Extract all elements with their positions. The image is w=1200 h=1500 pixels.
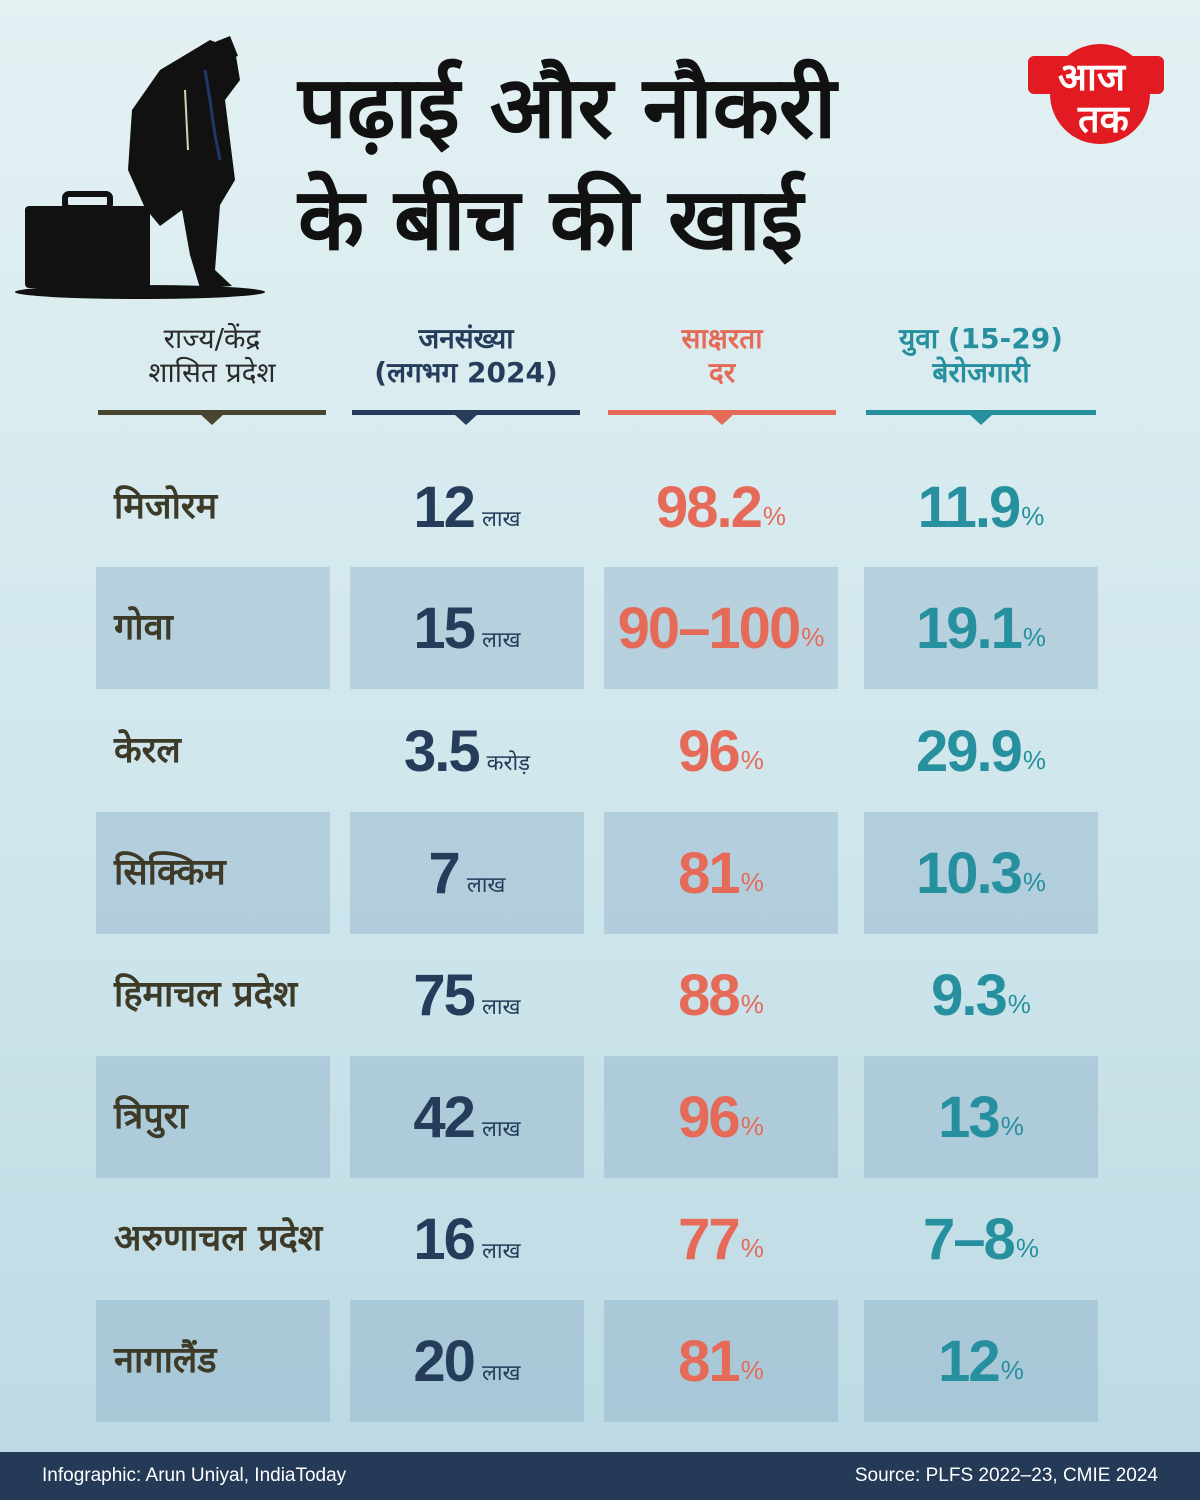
unemployment-value: 12: [938, 1328, 1000, 1394]
header-state: राज्य/केंद्र शासित प्रदेश: [98, 322, 326, 425]
literacy-value: 88: [678, 962, 740, 1028]
population-value: 42: [413, 1084, 475, 1150]
population-value: 20: [413, 1328, 475, 1394]
chevron-down-icon: [969, 414, 993, 425]
population-unit: लाख: [466, 873, 506, 898]
percent-sign: %: [740, 866, 764, 897]
percent-sign: %: [740, 1110, 764, 1141]
table-row: केरल 3.5 करोड़ 96% 29.9%: [0, 690, 1200, 812]
table-row: सिक्किम 7 लाख 81% 10.3%: [0, 812, 1200, 934]
table-row: नागालैंड 20 लाख 81% 12%: [0, 1300, 1200, 1422]
state-name: अरुणाचल प्रदेश: [114, 1218, 323, 1259]
unemployment-value: 13: [938, 1084, 1000, 1150]
header-literacy: साक्षरता दर: [608, 322, 836, 425]
percent-sign: %: [1022, 744, 1046, 775]
header-youth-unemployment: युवा (15-29) बेरोजगारी: [866, 322, 1096, 425]
chevron-down-icon: [454, 414, 478, 425]
header-state-line2: शासित प्रदेश: [148, 356, 276, 389]
population-value: 12: [413, 474, 475, 540]
literacy-value: 96: [678, 718, 740, 784]
population-unit: लाख: [481, 507, 521, 532]
aajtak-logo: आज तक: [1028, 44, 1164, 144]
state-name: गोवा: [114, 607, 173, 648]
percent-sign: %: [1000, 1354, 1024, 1385]
footer-credit: Infographic: Arun Uniyal, IndiaToday: [42, 1465, 347, 1486]
unemployment-value: 19.1: [915, 595, 1023, 661]
percent-sign: %: [1022, 621, 1046, 652]
footer-bar: Infographic: Arun Uniyal, IndiaToday Sou…: [0, 1452, 1200, 1500]
percent-sign: %: [740, 988, 764, 1019]
population-unit: लाख: [481, 1239, 521, 1264]
table-row: अरुणाचल प्रदेश 16 लाख 77% 7–8%: [0, 1178, 1200, 1300]
state-name: त्रिपुरा: [114, 1096, 188, 1137]
population-unit: लाख: [481, 995, 521, 1020]
table-row: त्रिपुरा 42 लाख 96% 13%: [0, 1056, 1200, 1178]
population-value: 15: [413, 595, 475, 661]
table-row: हिमाचल प्रदेश 75 लाख 88% 9.3%: [0, 934, 1200, 1056]
population-unit: लाख: [481, 1361, 521, 1386]
header-rule: [98, 410, 326, 415]
header-literacy-line2: दर: [708, 356, 736, 389]
population-value: 7: [428, 840, 461, 906]
header-population-line2: (लगभग 2024): [374, 356, 558, 389]
chevron-down-icon: [710, 414, 734, 425]
footer-source: Source: PLFS 2022–23, CMIE 2024: [854, 1465, 1158, 1486]
state-name: सिक्किम: [114, 852, 226, 893]
logo-word-2: तक: [1077, 97, 1131, 141]
header-state-line1: राज्य/केंद्र: [163, 322, 261, 355]
header-rule: [352, 410, 580, 415]
table-row: गोवा 15 लाख 90–100% 19.1%: [0, 567, 1200, 689]
percent-sign: %: [740, 1232, 764, 1263]
literacy-value: 81: [678, 1328, 740, 1394]
percent-sign: %: [1007, 988, 1031, 1019]
percent-sign: %: [740, 1354, 764, 1385]
header-population-line1: जनसंख्या: [418, 322, 514, 355]
unemployment-value: 10.3: [915, 840, 1023, 906]
percent-sign: %: [1021, 500, 1045, 531]
percent-sign: %: [1000, 1110, 1024, 1141]
population-value: 75: [413, 962, 475, 1028]
state-name: केरल: [114, 730, 181, 771]
chevron-down-icon: [200, 414, 224, 425]
header-literacy-line1: साक्षरता: [681, 322, 763, 355]
literacy-value: 77: [678, 1206, 740, 1272]
population-unit: लाख: [481, 1117, 521, 1142]
percent-sign: %: [762, 500, 786, 531]
population-value: 16: [413, 1206, 475, 1272]
literacy-value: 96: [678, 1084, 740, 1150]
thinking-man-illustration: [15, 36, 265, 299]
unemployment-value: 7–8: [923, 1206, 1016, 1272]
state-name: नागालैंड: [114, 1340, 217, 1381]
unemployment-value: 9.3: [931, 962, 1008, 1028]
percent-sign: %: [740, 744, 764, 775]
population-unit: करोड़: [486, 751, 530, 776]
literacy-value: 81: [678, 840, 740, 906]
population-unit: लाख: [481, 628, 521, 653]
header-unemployment-line1: युवा (15-29): [899, 322, 1063, 355]
unemployment-value: 11.9: [917, 474, 1022, 540]
logo-word-1: आज: [1058, 55, 1127, 99]
title-line-2: के बीच की खाई: [298, 170, 804, 270]
table-row: मिजोरम 12 लाख 98.2% 11.9%: [0, 446, 1200, 568]
percent-sign: %: [1022, 866, 1046, 897]
title-line-1: पढ़ाई और नौकरी: [298, 58, 837, 158]
literacy-value: 90–100: [617, 595, 802, 661]
header-rule: [608, 410, 836, 415]
header-rule: [866, 410, 1096, 415]
state-name: हिमाचल प्रदेश: [114, 974, 298, 1015]
percent-sign: %: [801, 621, 825, 652]
percent-sign: %: [1015, 1232, 1039, 1263]
header-population: जनसंख्या (लगभग 2024): [352, 322, 580, 425]
header-unemployment-line2: बेरोजगारी: [932, 356, 1030, 389]
state-name: मिजोरम: [114, 486, 218, 527]
unemployment-value: 29.9: [915, 718, 1023, 784]
literacy-value: 98.2: [655, 474, 763, 540]
page-title: पढ़ाई और नौकरी के बीच की खाई: [298, 52, 836, 276]
population-value: 3.5: [403, 718, 481, 784]
